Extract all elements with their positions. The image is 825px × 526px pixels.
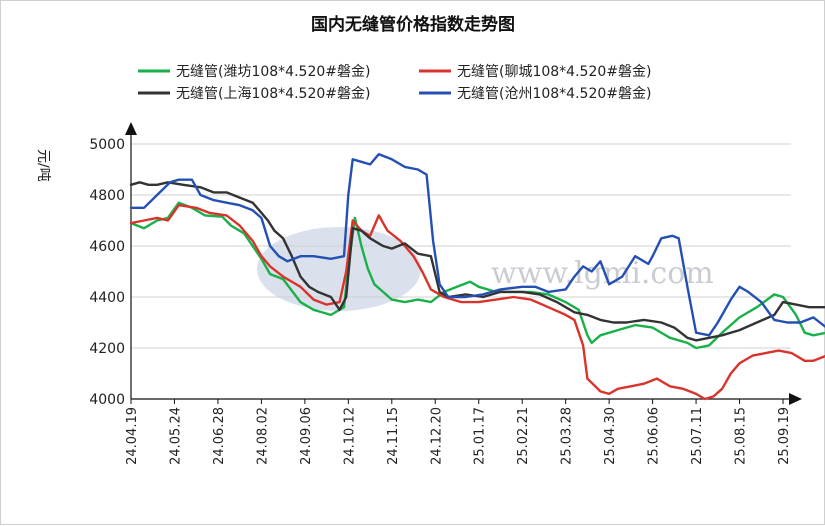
x-tick-label: 24.05.24 (168, 407, 183, 465)
series-lines (129, 152, 825, 401)
x-tick-label: 24.11.15 (386, 407, 401, 465)
watermark-logo (257, 227, 421, 311)
x-tick-label: 25.01.17 (473, 407, 488, 465)
watermark-text: www.lgmi.com (491, 256, 714, 291)
x-tick-label: 25.07.11 (690, 407, 705, 465)
y-tick-label: 4200 (89, 341, 125, 357)
x-tick-label: 24.04.19 (125, 407, 140, 465)
x-tick-label: 24.09.06 (299, 407, 314, 465)
y-tick-label: 4800 (89, 188, 125, 204)
x-tick-label: 24.08.02 (255, 407, 270, 465)
series-line-4 (129, 152, 825, 337)
y-axis-arrow (125, 122, 137, 135)
x-tick-label: 25.08.15 (734, 407, 749, 465)
legend-label-3: 无缝管(上海108*4.520#磐金) (176, 86, 370, 102)
x-tick-label: 25.03.28 (560, 407, 575, 465)
x-tick-label: 24.12.20 (429, 407, 444, 465)
x-tick-label: 25.09.19 (777, 407, 792, 465)
watermark: www.lgmi.com (257, 227, 714, 311)
x-tick-label: 25.04.30 (603, 407, 618, 465)
series-line-2 (129, 203, 825, 401)
series-line-3 (129, 181, 825, 342)
x-tick-label: 25.02.21 (516, 407, 531, 465)
axes: 4000 4200 4400 4600 4800 5000 元/吨 24.04.19 24.05… (35, 122, 802, 465)
x-tick-label: 25.06.06 (647, 407, 662, 465)
y-tick-label: 4600 (89, 239, 125, 255)
y-tick-label: 5000 (89, 137, 125, 153)
x-tick-label: 24.10.12 (342, 407, 357, 465)
chart-title: 国内无缝管价格指数走势图 (311, 14, 515, 35)
legend-label-2: 无缝管(聊城108*4.520#磐金) (457, 64, 651, 80)
legend-label-4: 无缝管(沧州108*4.520#磐金) (457, 85, 651, 102)
series-line-1 (129, 201, 825, 350)
legend: 无缝管(潍坊108*4.520#磐金) 无缝管(聊城108*4.520#磐金) 无缝… (138, 64, 651, 102)
y-axis-unit-label: 元/吨 (35, 149, 51, 182)
legend-label-1: 无缝管(潍坊108*4.520#磐金) (176, 64, 370, 80)
y-tick-label: 4400 (89, 290, 125, 306)
x-axis-arrow (789, 393, 802, 405)
y-tick-label: 4000 (89, 392, 125, 408)
x-tick-label: 24.06.28 (212, 407, 227, 465)
